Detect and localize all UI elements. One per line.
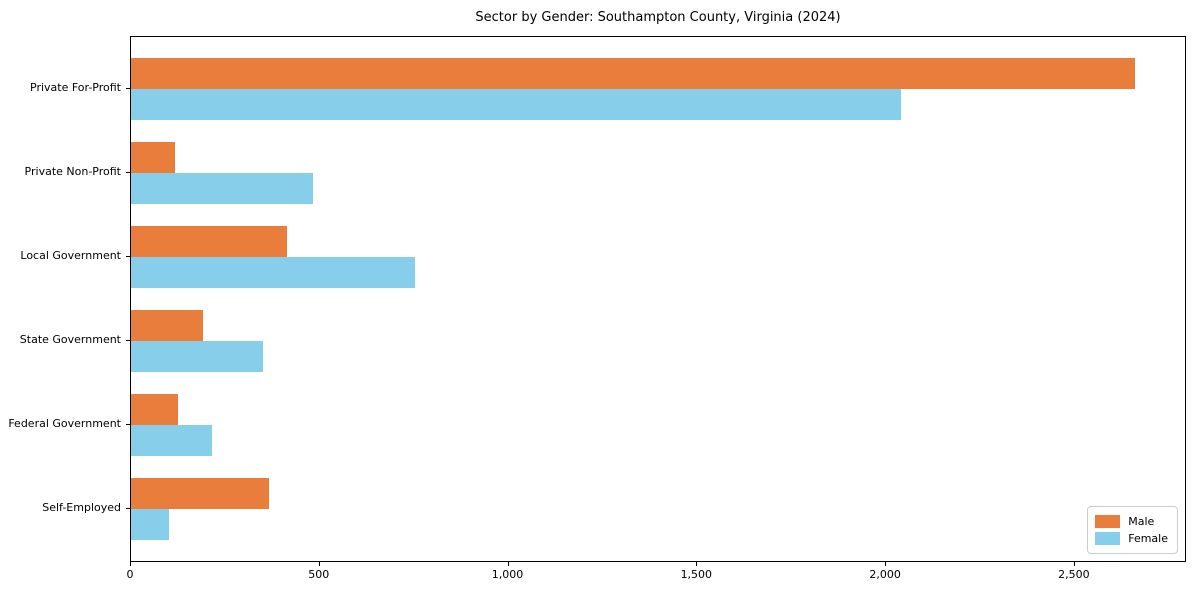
bar-female-1 xyxy=(131,89,901,120)
y-tick-3 xyxy=(126,256,130,257)
y-axis-label-5: Federal Government xyxy=(8,417,121,430)
y-axis-label-3: Local Government xyxy=(20,249,121,262)
x-tick-2 xyxy=(318,562,320,566)
y-tick-2 xyxy=(126,172,130,173)
y-tick-5 xyxy=(126,424,130,425)
x-axis-label-6: 2,500 xyxy=(1058,568,1090,581)
y-axis-label-1: Private For-Profit xyxy=(30,81,121,94)
x-axis-label-2: 500 xyxy=(308,568,330,581)
y-axis-label-4: State Government xyxy=(19,333,121,346)
x-axis-label-1: 0 xyxy=(126,568,134,581)
legend-label-male: Male xyxy=(1128,514,1155,528)
bar-female-3 xyxy=(131,257,415,288)
x-tick-3 xyxy=(507,562,509,566)
bar-female-5 xyxy=(131,425,213,456)
x-tick-1 xyxy=(130,562,131,566)
legend-swatch-male xyxy=(1095,515,1121,528)
bar-male-4 xyxy=(131,310,203,341)
x-axis-label-4: 1,500 xyxy=(680,568,713,581)
bar-male-6 xyxy=(131,478,269,509)
x-tick-5 xyxy=(885,562,887,566)
bar-female-4 xyxy=(131,341,264,372)
y-tick-4 xyxy=(126,340,130,341)
y-tick-1 xyxy=(126,88,130,89)
bar-male-1 xyxy=(131,58,1135,89)
bar-male-2 xyxy=(131,142,176,173)
legend-swatch-female xyxy=(1095,532,1121,545)
legend: Male Female xyxy=(1087,506,1178,554)
bar-male-5 xyxy=(131,394,179,425)
x-axis-label-3: 1,000 xyxy=(491,568,524,581)
chart-title: Sector by Gender: Southampton County, Vi… xyxy=(475,10,841,25)
bars-layer xyxy=(131,37,1185,561)
legend-label-female: Female xyxy=(1128,531,1168,545)
y-tick-6 xyxy=(126,508,130,509)
x-tick-4 xyxy=(696,562,698,566)
bar-male-3 xyxy=(131,226,287,257)
legend-item-female: Female xyxy=(1095,530,1168,547)
x-tick-6 xyxy=(1073,562,1075,566)
plot-area: Male Female xyxy=(130,36,1186,562)
x-axis-label-5: 2,000 xyxy=(869,568,901,581)
legend-item-male: Male xyxy=(1095,513,1168,530)
bar-female-2 xyxy=(131,173,313,204)
bar-female-6 xyxy=(131,509,169,540)
y-axis-label-6: Self-Employed xyxy=(42,501,121,514)
y-axis-label-2: Private Non-Profit xyxy=(24,165,121,178)
